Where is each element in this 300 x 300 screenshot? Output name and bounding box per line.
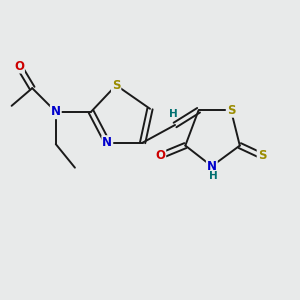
Text: S: S [227,104,235,117]
Text: N: N [51,105,61,118]
Text: H: H [169,109,178,119]
Text: O: O [14,60,24,73]
Text: S: S [258,149,266,162]
Text: N: N [102,136,112,149]
Text: N: N [207,160,217,173]
Text: O: O [155,149,165,162]
Text: H: H [209,172,218,182]
Text: S: S [112,79,120,92]
